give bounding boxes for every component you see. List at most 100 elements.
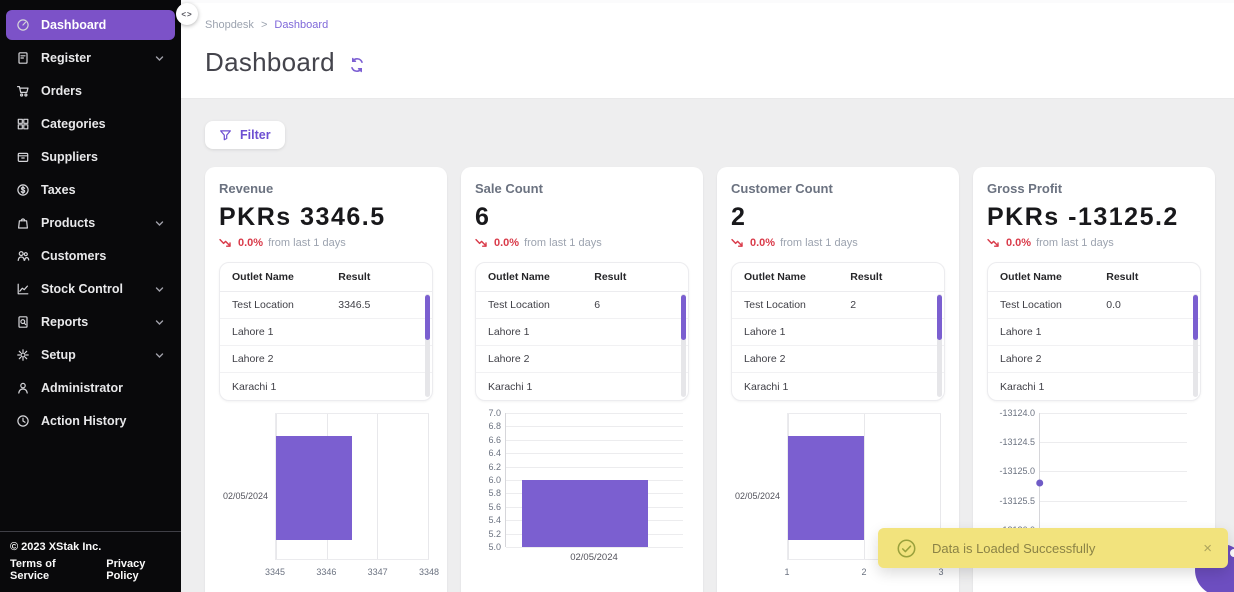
outlet-name-cell: Lahore 2 xyxy=(232,353,274,365)
chart-bar xyxy=(788,435,864,541)
trend-percent: 0.0% xyxy=(238,237,264,249)
card-chart: 7.0 6.8 6.6 6.4 6.2 6.0 5.8 5.6 5.4 5.2 5.0 02/05/2… xyxy=(475,408,689,563)
toast-close-icon[interactable]: × xyxy=(1203,539,1212,557)
breadcrumb-current[interactable]: Dashboard xyxy=(274,19,329,31)
chart-gridline xyxy=(506,466,683,468)
trend-down-icon xyxy=(475,238,489,249)
chart-category-label: 02/05/2024 xyxy=(222,490,268,501)
refresh-icon[interactable] xyxy=(349,57,365,73)
table-scrollbar-thumb[interactable] xyxy=(425,295,430,341)
sidebar-item-dashboard[interactable]: Dashboard xyxy=(6,10,175,40)
outlet-table: Outlet Name Result Test Location 6 Lahore 1… xyxy=(475,262,689,401)
outlet-name-cell: Lahore 1 xyxy=(488,326,530,338)
grid-icon xyxy=(16,117,30,131)
chart-gridline xyxy=(506,413,683,414)
outlet-name-cell: Lahore 2 xyxy=(744,353,786,365)
outlet-table-row: Test Location 2 xyxy=(732,292,944,319)
outlet-name-cell: Karachi 1 xyxy=(1000,380,1045,393)
sidebar-item-categories[interactable]: Categories xyxy=(6,109,175,139)
sidebar-item-administrator[interactable]: Administrator xyxy=(6,373,175,403)
sidebar-item-label: Administrator xyxy=(41,381,123,395)
chevron-down-icon xyxy=(154,218,165,229)
trend-percent: 0.0% xyxy=(750,237,776,249)
sidebar-item-label: Products xyxy=(41,216,96,230)
check-circle-icon xyxy=(896,538,917,559)
chart-x-tick-label: 3345 xyxy=(264,567,286,577)
outlet-name-cell: Lahore 1 xyxy=(232,326,274,338)
chart-plot-area: 1 2 3 xyxy=(784,413,945,578)
outlet-table-row: Karachi 1 xyxy=(476,373,688,400)
filter-button[interactable]: Filter xyxy=(205,121,285,149)
card-title: Revenue xyxy=(219,181,274,196)
chart-category-label: 02/05/2024 xyxy=(734,490,780,501)
sidebar-collapse-toggle[interactable]: <> xyxy=(176,3,198,25)
outlet-table-row: Lahore 2 xyxy=(988,346,1200,373)
terms-of-service-link[interactable]: Terms of Service xyxy=(10,558,56,582)
chart-x-axis: 3345 3346 3347 3348 xyxy=(265,562,439,578)
sidebar-item-label: Action History xyxy=(41,414,127,428)
chart-plot: 7.0 6.8 6.6 6.4 6.2 6.0 5.8 5.6 5.4 5.2 5.0 xyxy=(488,408,683,552)
trend-row: 0.0% from last 1 days xyxy=(475,237,689,249)
sidebar-item-label: Setup xyxy=(41,348,76,362)
copyright-text: © 2023 XStak Inc. xyxy=(10,541,102,553)
result-cell: 6 xyxy=(594,299,601,311)
outlet-table: Outlet Name Result Test Location 2 Lahore 1… xyxy=(731,262,945,401)
chart-plot xyxy=(275,413,429,560)
table-scrollbar-thumb[interactable] xyxy=(681,295,686,341)
chart-plot xyxy=(787,413,941,560)
chart-x-tick-label: 3347 xyxy=(367,567,388,577)
sidebar-item-reports[interactable]: Reports xyxy=(6,307,175,337)
bag-icon xyxy=(16,216,30,230)
breadcrumb-root[interactable]: Shopdesk xyxy=(205,19,254,31)
chart-x-axis: 1 2 3 xyxy=(784,562,943,578)
outlet-table-row: Karachi 1 xyxy=(988,373,1200,400)
register-icon xyxy=(16,51,30,65)
chart-gridline xyxy=(506,439,683,441)
sidebar-item-action-history[interactable]: Action History xyxy=(6,406,175,436)
sidebar-item-suppliers[interactable]: Suppliers xyxy=(6,142,175,172)
chart-y-tick-label: 5.0 xyxy=(488,542,501,552)
outlet-name-cell: Karachi 1 xyxy=(744,380,789,393)
outlet-table: Outlet Name Result Test Location 3346.5 Lah… xyxy=(219,262,433,401)
outlet-name-cell: Lahore 1 xyxy=(1000,326,1042,338)
sidebar-item-taxes[interactable]: Taxes xyxy=(6,175,175,205)
chart-y-tick-label: -13124.0 xyxy=(999,408,1035,418)
outlet-table-row: Karachi 1 xyxy=(732,373,944,400)
chart-y-tick-label: 5.6 xyxy=(488,501,501,512)
privacy-policy-link[interactable]: Privacy Policy xyxy=(106,558,146,582)
sidebar-item-setup[interactable]: Setup xyxy=(6,340,175,370)
table-scrollbar-thumb[interactable] xyxy=(1193,295,1198,341)
chat-widget-dot xyxy=(1230,549,1234,557)
metric-card-sale-count: Sale Count 6 0.0% from last 1 days Outle… xyxy=(461,167,703,592)
sidebar-item-label: Register xyxy=(41,51,92,65)
sidebar-item-products[interactable]: Products xyxy=(6,208,175,238)
outlet-table-header: Outlet Name Result xyxy=(476,263,688,292)
gear-icon xyxy=(16,348,30,362)
sidebar-item-customers[interactable]: Customers xyxy=(6,241,175,271)
metric-card-customer-count: Customer Count 2 0.0% from last 1 days O… xyxy=(717,167,959,592)
toast-message: Data is Loaded Successfully xyxy=(932,540,1096,556)
table-scrollbar-thumb[interactable] xyxy=(937,295,942,341)
sidebar-item-stock-control[interactable]: Stock Control xyxy=(6,274,175,304)
card-value: PKRs -13125.2 xyxy=(987,203,1179,231)
sidebar-nav: Dashboard Register Orders Categories Supplie… xyxy=(0,0,181,531)
sidebar-item-orders[interactable]: Orders xyxy=(6,76,175,106)
card-chart: 02/05/2024 1 2 3 xyxy=(731,413,945,578)
metric-card-revenue: Revenue PKRs 3346.5 0.0% from last 1 day… xyxy=(205,167,447,592)
outlet-table-row: Test Location 6 xyxy=(476,292,688,319)
trend-suffix: from last 1 days xyxy=(268,237,346,249)
history-icon xyxy=(16,414,30,428)
result-cell: 3346.5 xyxy=(338,299,371,311)
table-scrollbar-track xyxy=(425,294,430,397)
chart-y-tick-label: 5.4 xyxy=(488,515,501,526)
chart-y-tick-label: 7.0 xyxy=(488,408,501,418)
chart-gridline xyxy=(864,414,865,559)
trend-percent: 0.0% xyxy=(1006,237,1032,249)
chart-y-tick-label: 5.8 xyxy=(488,488,501,499)
chart-y-tick-label: -13124.5 xyxy=(999,437,1035,448)
chart-bar xyxy=(276,435,352,541)
chart-gridline xyxy=(506,453,683,455)
report-icon xyxy=(16,315,30,329)
sidebar-item-register[interactable]: Register xyxy=(6,43,175,73)
outlet-name-cell: Test Location xyxy=(488,299,550,311)
